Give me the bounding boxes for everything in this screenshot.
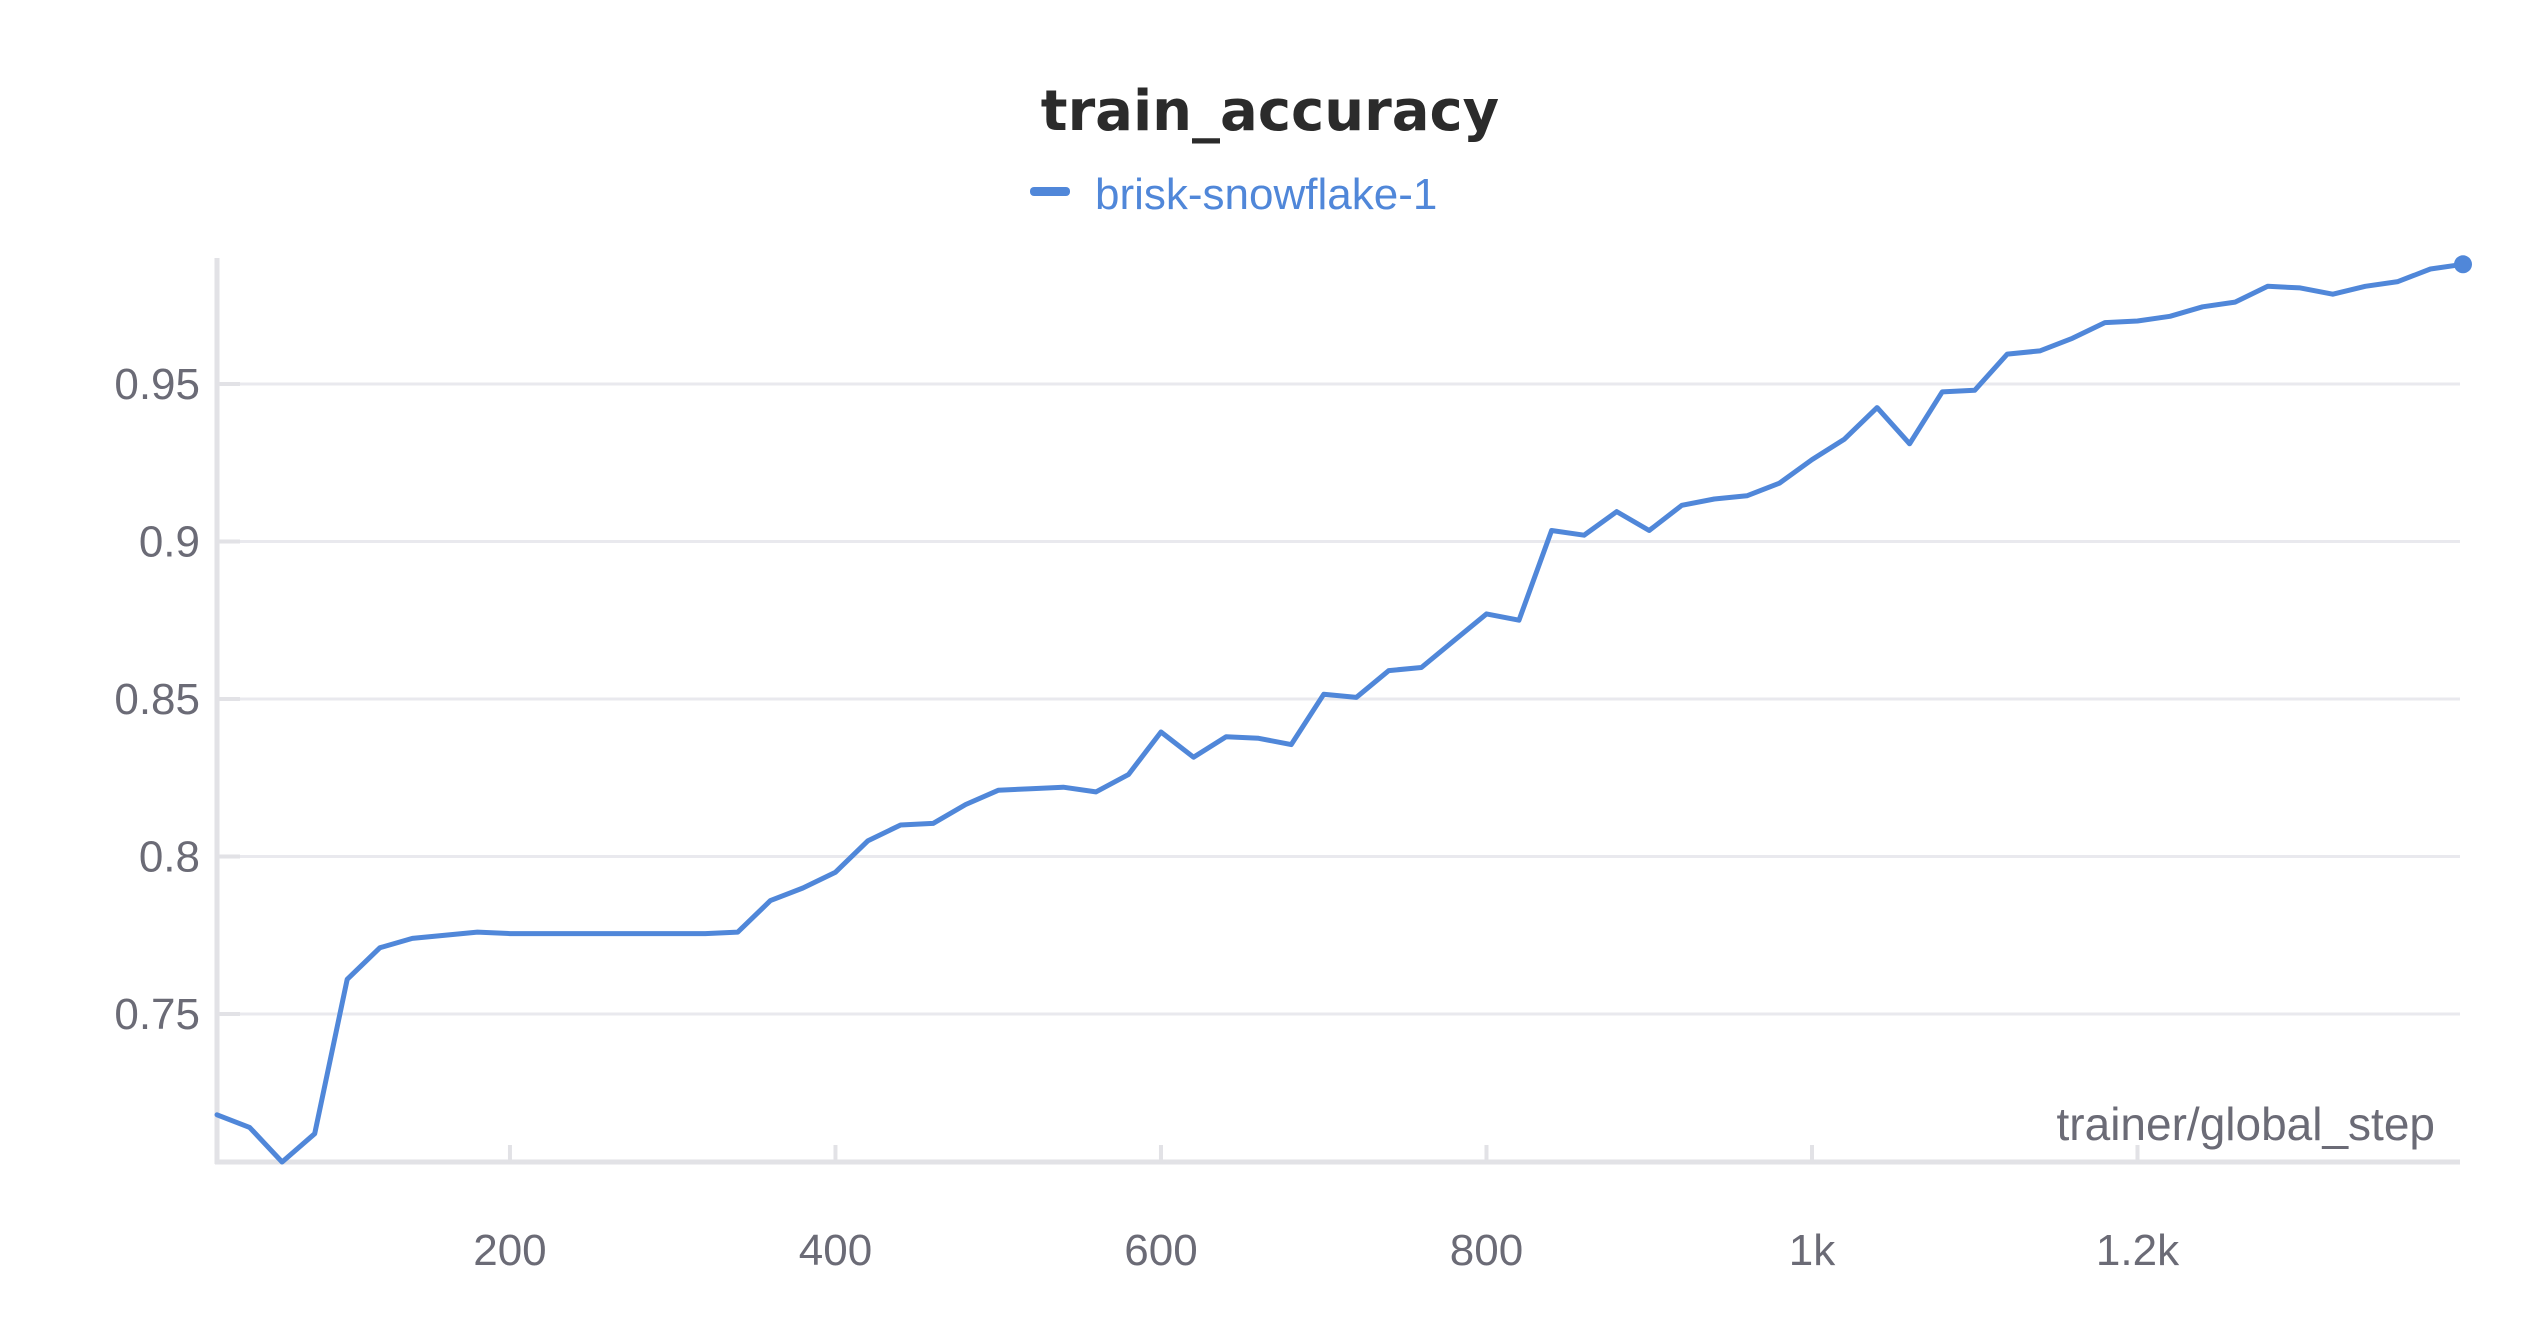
y-tick-label: 0.75 [114, 990, 200, 1039]
x-axis-ticks: 200 400 600 800 1k 1.2k [473, 1145, 2180, 1275]
x-tick-label: 200 [473, 1226, 546, 1275]
x-tick-label: 1.2k [2096, 1226, 2180, 1275]
y-tick-label: 0.9 [139, 517, 200, 566]
legend-swatch [1030, 187, 1070, 196]
y-axis-ticks: 0.75 0.8 0.85 0.9 0.95 [114, 360, 240, 1039]
x-tick-label: 1k [1789, 1226, 1836, 1275]
series-endpoint-marker [2454, 255, 2472, 274]
x-axis-label: trainer/global_step [2057, 1098, 2435, 1150]
x-tick-label: 400 [799, 1226, 872, 1275]
chart-title: train_accuracy [1041, 79, 1499, 144]
y-tick-label: 0.95 [114, 360, 200, 409]
y-tick-label: 0.85 [114, 675, 200, 724]
grid [217, 382, 2460, 1016]
x-tick-label: 600 [1124, 1226, 1197, 1275]
series-line-brisk-snowflake-1[interactable] [214, 261, 2466, 1165]
series-layer [214, 255, 2472, 1165]
x-tick-label: 800 [1450, 1226, 1523, 1275]
legend-label-brisk-snowflake-1: brisk-snowflake-1 [1095, 170, 1437, 219]
y-tick-label: 0.8 [139, 832, 200, 881]
legend[interactable]: brisk-snowflake-1 [1030, 170, 1437, 219]
